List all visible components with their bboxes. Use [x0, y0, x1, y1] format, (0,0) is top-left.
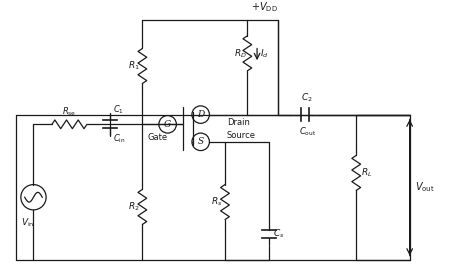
Text: $C_s$: $C_s$ — [273, 228, 284, 240]
Text: $R_2$: $R_2$ — [128, 201, 140, 213]
Text: $R_L$: $R_L$ — [361, 167, 373, 179]
Text: $V_{\rm in}$: $V_{\rm in}$ — [21, 217, 35, 229]
Text: $I_d$: $I_d$ — [260, 47, 269, 60]
Text: $R_s$: $R_s$ — [211, 196, 223, 208]
Text: $+V_{\rm DD}$: $+V_{\rm DD}$ — [251, 0, 278, 13]
Text: Gate: Gate — [147, 133, 167, 142]
Text: Source: Source — [227, 131, 256, 140]
Text: $C_1$: $C_1$ — [113, 103, 124, 116]
Text: G: G — [164, 120, 171, 129]
Text: $C_{\rm out}$: $C_{\rm out}$ — [299, 125, 316, 138]
Text: $V_{\rm out}$: $V_{\rm out}$ — [414, 181, 434, 194]
Text: $R_1$: $R_1$ — [128, 60, 140, 72]
Text: D: D — [197, 110, 204, 119]
Text: $C_{\rm in}$: $C_{\rm in}$ — [113, 132, 126, 145]
Text: $R_{\rm se}$: $R_{\rm se}$ — [62, 106, 76, 119]
Text: $R_D$: $R_D$ — [234, 47, 247, 60]
Text: Drain: Drain — [227, 117, 250, 126]
Text: S: S — [198, 137, 204, 146]
Text: $C_2$: $C_2$ — [301, 91, 313, 104]
